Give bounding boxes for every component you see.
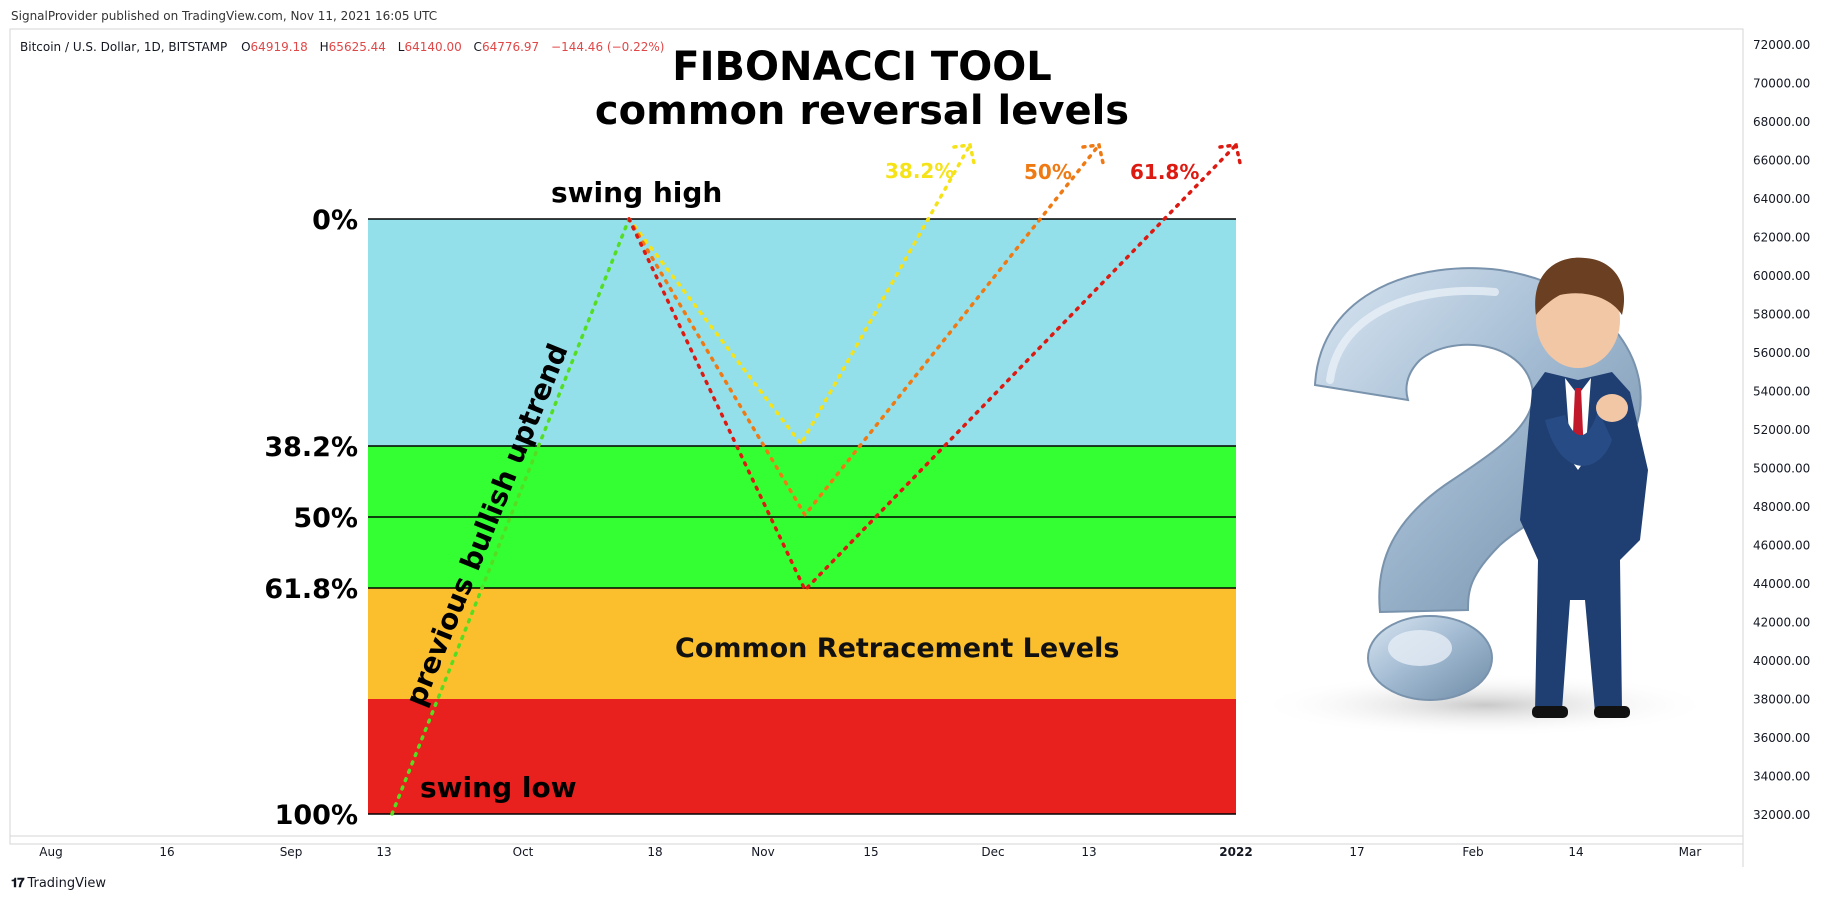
businessman-question-mark-illustration xyxy=(1255,257,1715,737)
fib-level-lines xyxy=(368,218,1236,815)
y-tick-9: 54000.00 xyxy=(1753,385,1810,399)
x-tick-5: 18 xyxy=(647,845,662,859)
x-tick-11: 17 xyxy=(1349,845,1364,859)
symbol-name: Bitcoin / U.S. Dollar, 1D, BITSTAMP xyxy=(20,40,227,54)
y-tick-14: 44000.00 xyxy=(1753,577,1810,591)
zone-label: Common Retracement Levels xyxy=(675,633,1119,664)
price-paths xyxy=(390,143,1242,816)
price-axis-ticks: 72000.00 70000.00 68000.00 66000.00 64000.00… xyxy=(1753,38,1810,822)
path-0 xyxy=(390,217,631,816)
x-tick-2: Sep xyxy=(280,845,303,859)
change-value: −144.46 (−0.22%) xyxy=(551,40,664,54)
path-2 xyxy=(627,143,1101,519)
y-tick-19: 34000.00 xyxy=(1753,770,1810,784)
x-tick-10: 2022 xyxy=(1219,845,1252,859)
path-arrowhead-3 xyxy=(1218,143,1242,165)
swing-low-label: swing low xyxy=(420,771,577,804)
fib-zone-2 xyxy=(368,588,1236,699)
fib-zones xyxy=(368,219,1236,814)
ground-shadow xyxy=(1255,673,1715,737)
y-tick-4: 64000.00 xyxy=(1753,192,1810,206)
fib-level-label-2: 50% xyxy=(293,503,358,534)
y-tick-18: 36000.00 xyxy=(1753,731,1810,745)
y-tick-5: 62000.00 xyxy=(1753,231,1810,245)
close-label: C xyxy=(474,40,482,54)
y-tick-20: 32000.00 xyxy=(1753,808,1810,822)
path-arrowhead-2 xyxy=(1081,143,1105,165)
x-tick-13: 14 xyxy=(1568,845,1583,859)
y-tick-3: 66000.00 xyxy=(1753,154,1810,168)
y-tick-8: 56000.00 xyxy=(1753,346,1810,360)
x-tick-1: 16 xyxy=(159,845,174,859)
y-tick-17: 38000.00 xyxy=(1753,693,1810,707)
fib-level-label-0: 0% xyxy=(312,205,358,236)
businessman-figure xyxy=(1520,257,1648,718)
open-value: 64919.18 xyxy=(251,40,308,54)
tradingview-logo-icon: 𝟏𝟕 xyxy=(11,876,25,891)
low-label: L xyxy=(398,40,405,54)
low-value: 64140.00 xyxy=(404,40,461,54)
path-1 xyxy=(627,143,972,448)
fib-zone-3 xyxy=(368,699,1236,814)
y-tick-12: 48000.00 xyxy=(1753,500,1810,514)
y-tick-11: 50000.00 xyxy=(1753,462,1810,476)
arrow-label-38: 38.2% xyxy=(885,159,954,183)
x-tick-3: 13 xyxy=(376,845,391,859)
chart-title-line-2: common reversal levels xyxy=(595,88,1129,134)
x-tick-12: Feb xyxy=(1462,845,1483,859)
footer[interactable]: 𝟏𝟕 TradingView xyxy=(11,876,106,891)
fib-level-labels: 0% 38.2% 50% 61.8% 100% xyxy=(264,205,358,831)
path-3 xyxy=(627,143,1238,594)
x-tick-4: Oct xyxy=(513,845,534,859)
footer-brand: TradingView xyxy=(27,876,107,891)
fib-level-label-3: 61.8% xyxy=(264,574,358,605)
publish-info: SignalProvider published on TradingView.… xyxy=(11,9,438,23)
path-arrowhead-1 xyxy=(952,143,976,165)
swing-high-label: swing high xyxy=(551,176,722,209)
y-tick-16: 40000.00 xyxy=(1753,654,1810,668)
x-tick-6: Nov xyxy=(751,845,774,859)
x-tick-9: 13 xyxy=(1081,845,1096,859)
close-value: 64776.97 xyxy=(482,40,539,54)
y-tick-1: 70000.00 xyxy=(1753,77,1810,91)
open-label: O xyxy=(241,40,250,54)
x-tick-0: Aug xyxy=(39,845,62,859)
arrow-label-61: 61.8% xyxy=(1130,160,1199,184)
y-tick-10: 52000.00 xyxy=(1753,423,1810,437)
high-label: H xyxy=(320,40,329,54)
chart-title-line-1: FIBONACCI TOOL xyxy=(672,44,1051,90)
fib-zone-0 xyxy=(368,219,1236,446)
x-tick-7: 15 xyxy=(863,845,878,859)
fib-level-label-1: 38.2% xyxy=(264,432,358,463)
y-tick-2: 68000.00 xyxy=(1753,115,1810,129)
time-axis-ticks: Aug 16 Sep 13 Oct 18 Nov 15 Dec 13 2022 17 Feb 14 Mar xyxy=(39,845,1701,859)
arrow-label-50: 50% xyxy=(1024,160,1072,184)
y-tick-0: 72000.00 xyxy=(1753,38,1810,52)
y-tick-15: 42000.00 xyxy=(1753,616,1810,630)
symbol-legend: Bitcoin / U.S. Dollar, 1D, BITSTAMP O649… xyxy=(20,40,664,54)
y-tick-7: 58000.00 xyxy=(1753,308,1810,322)
x-tick-8: Dec xyxy=(981,845,1004,859)
y-tick-6: 60000.00 xyxy=(1753,269,1810,283)
x-tick-14: Mar xyxy=(1679,845,1702,859)
high-value: 65625.44 xyxy=(329,40,386,54)
fib-level-label-5: 100% xyxy=(275,800,358,831)
y-tick-13: 46000.00 xyxy=(1753,539,1810,553)
